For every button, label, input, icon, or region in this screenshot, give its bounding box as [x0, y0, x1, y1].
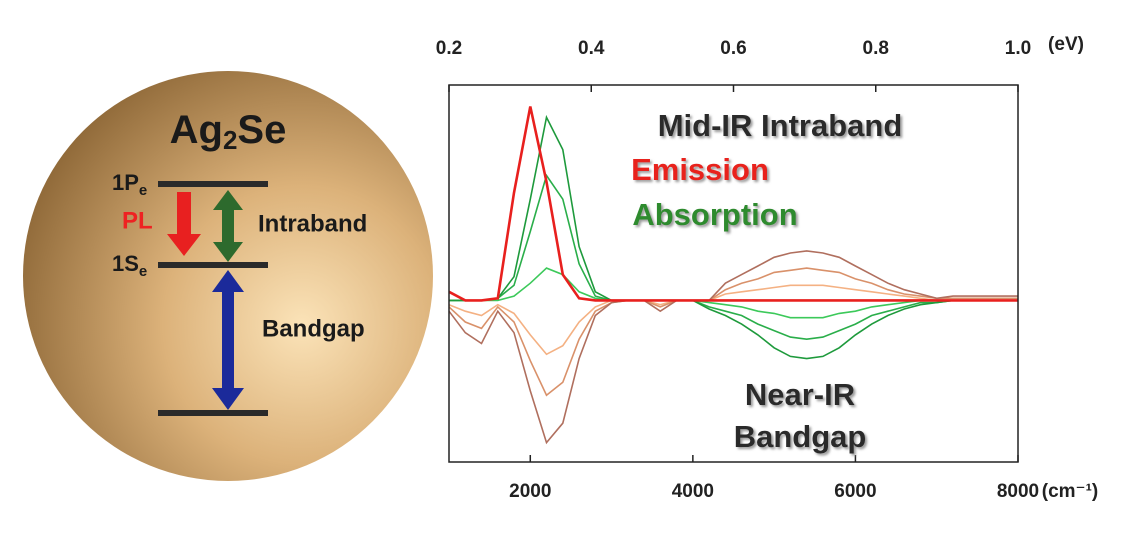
annotation: Bandgap: [734, 419, 867, 454]
title-base: Ag: [170, 108, 223, 152]
pl-arrow: [167, 192, 201, 256]
diagram-title: Ag2Se: [170, 108, 287, 155]
title-sub: 2: [223, 125, 237, 155]
title-rest: Se: [237, 108, 286, 152]
x-tick-label: 4000: [672, 481, 714, 502]
level-1s: [158, 262, 268, 268]
level-1p: [158, 181, 268, 187]
x2-tick-label: 0.2: [436, 38, 462, 59]
intraband-label: Intraband: [258, 210, 367, 237]
annotation: Near-IR: [745, 377, 855, 412]
x2-tick-label: 0.4: [578, 38, 605, 59]
bandgap-label: Bandgap: [262, 315, 365, 342]
x-tick-label: 8000: [997, 481, 1039, 502]
spectrum-line: [448, 106, 1018, 302]
annotation: Emission: [631, 152, 769, 187]
level-label: 1Pe: [112, 170, 147, 199]
bandgap-arrow: [212, 270, 244, 410]
x2-tick-label: 1.0: [1005, 38, 1031, 59]
chart: 2000 4000 6000 8000 0.2 0.4 0.6 0.8 1.0 (cm⁻¹) (eV…: [436, 34, 1098, 502]
level-name: 1P: [112, 170, 139, 195]
diagram: Ag2Se 1Pe 1Se PL Intraband Bandgap: [23, 71, 433, 481]
spectrum-line: [448, 250, 1018, 445]
annotation: Mid-IR Intraband: [658, 108, 903, 143]
x2-tick-label: 0.6: [720, 38, 746, 59]
x2-axis-label: (eV): [1048, 34, 1084, 55]
level-vb: [158, 410, 268, 416]
spectrum-line: [449, 173, 1018, 341]
spectrum-line: [449, 114, 1018, 360]
pl-label: PL: [122, 207, 153, 234]
x-tick-label: 6000: [834, 481, 876, 502]
x2-tick-label: 0.8: [863, 38, 889, 59]
intraband-arrow: [213, 190, 243, 262]
level-label: 1Se: [112, 251, 147, 280]
x-tick-label: 2000: [509, 481, 551, 502]
level-sub: e: [139, 182, 147, 199]
level-sub: e: [139, 263, 147, 280]
annotation: Absorption: [632, 197, 797, 232]
spectrum-line: [448, 284, 1018, 356]
x-axis-label: (cm⁻¹): [1042, 481, 1098, 502]
level-name: 1S: [112, 251, 139, 276]
spectrum-line: [448, 267, 1018, 397]
